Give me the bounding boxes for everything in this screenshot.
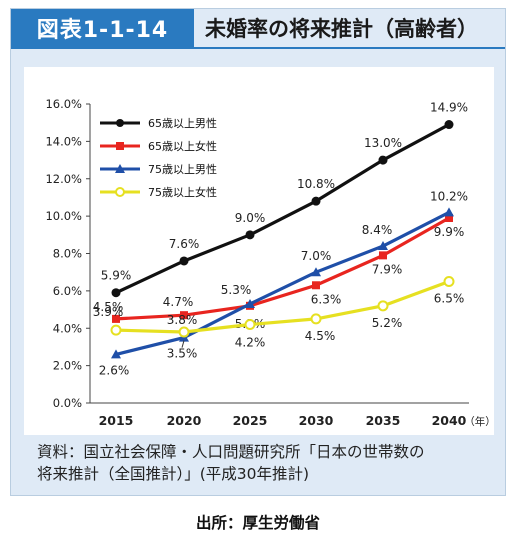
data-point-marker [444,207,454,217]
data-point-marker [310,313,322,325]
data-label: 4.5% [305,329,336,343]
legend-label: 75歳以上男性 [148,162,217,176]
data-label: 13.0% [364,136,402,150]
data-point-marker [111,288,121,298]
line-chart: 0.0% 2.0% 4.0% 6.0% 8.0% 10.0% 12.0% 14.0% 16.0%… [24,67,494,435]
series-line [115,123,450,295]
data-point-marker [378,241,388,251]
data-point-marker [311,267,321,277]
legend-marker [116,119,124,127]
x-tick-label: 2020 [167,413,202,428]
legend-label: 65歳以上男性 [148,116,217,130]
legend-marker [115,187,125,197]
data-label: 10.2% [430,189,468,203]
y-tick-label: 14.0% [45,134,82,148]
y-tick-label: 8.0% [53,247,82,261]
credit-text: 出所：厚生労働省 [195,514,320,532]
data-point-marker [245,230,255,240]
x-tick-label: 2035 [366,413,401,428]
data-point-marker [443,276,455,288]
data-label: 7.6% [169,237,200,251]
x-tick-label: 2030 [299,413,334,428]
y-tick-label: 12.0% [45,172,82,186]
data-label: 5.2% [372,316,403,330]
source-note-line-2: 将来推計（全国推計）」(平成30年推計) [37,465,310,483]
data-label: 4.7% [163,295,194,309]
data-label: 3.9% [93,305,124,319]
y-tick-label: 4.0% [53,321,82,335]
data-label: 3.8% [167,313,198,327]
data-point-marker [244,319,256,331]
figure-frame: 図表1-1-14 未婚率の将来推計（高齢者） 0.0% 2.0% 4.0% 6.0% 8… [10,8,506,496]
legend-marker [116,142,124,150]
data-point-marker [178,326,190,338]
source-note: 資料：国立社会保障・人口問題研究所「日本の世帯数の 将来推計（全国推計）」(平成… [37,441,497,485]
data-label: 4.2% [235,336,266,350]
data-point-marker [378,155,388,165]
data-label: 10.8% [297,177,335,191]
x-tick-label: 2040 [432,413,467,428]
data-point-marker [377,300,389,312]
legend-marker [115,164,125,173]
data-label: 2.6% [99,363,130,377]
data-label: 5.9% [101,269,132,283]
data-label: 3.5% [167,347,198,361]
data-point-marker [311,196,321,206]
series-line [115,216,450,321]
data-label: 4.5% [93,300,124,314]
y-tick-label: 6.0% [53,284,82,298]
y-tick-label: 10.0% [45,209,82,223]
series-line [115,210,450,356]
data-point-marker [111,349,121,359]
data-point-marker [445,213,453,222]
series-line [115,280,450,334]
data-point-marker [110,324,122,336]
data-label: 7.9% [372,262,403,276]
x-tick-label: 2025 [233,413,268,428]
y-tick-label: 16.0% [45,97,82,111]
header-divider [11,47,505,49]
label-leader-line [181,340,185,348]
y-tick-label: 2.0% [53,359,82,373]
x-tick-label: 2015 [99,413,134,428]
data-point-marker [379,251,387,260]
figure-label: 図表1-1-14 [11,9,194,47]
data-label: 6.5% [434,292,465,306]
figure-header: 図表1-1-14 未婚率の将来推計（高齢者） [11,9,505,49]
data-point-marker [312,281,320,290]
data-point-marker [245,298,255,308]
data-label: 5.3% [221,283,252,297]
data-label: 9.0% [235,211,266,225]
x-axis-unit: （年） [464,415,494,428]
data-point-marker [112,314,120,323]
data-point-marker [179,256,189,266]
data-label: 14.9% [430,101,468,115]
source-note-line-1: 資料：国立社会保障・人口問題研究所「日本の世帯数の [37,443,425,461]
data-point-marker [444,120,454,130]
data-point-marker [180,311,188,320]
y-tick-label: 0.0% [53,396,82,410]
data-label: 9.9% [434,225,465,239]
legend-label: 65歳以上女性 [148,139,217,153]
chart-svg: 0.0% 2.0% 4.0% 6.0% 8.0% 10.0% 12.0% 14.0% 16.0%… [45,97,494,428]
data-label: 8.4% [362,223,393,237]
data-label: 6.3% [311,292,342,306]
figure-title: 未婚率の将来推計（高齢者） [205,17,478,41]
legend-label: 75歳以上女性 [148,185,217,199]
data-label: 7.0% [301,249,332,263]
